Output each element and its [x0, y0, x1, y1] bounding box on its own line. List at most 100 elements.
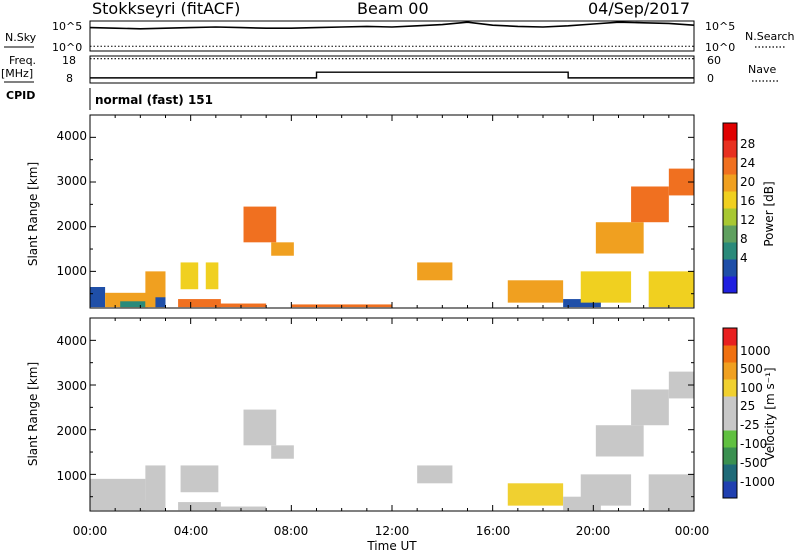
- xtick-0000: 00:00: [73, 524, 108, 538]
- power-patch: [648, 271, 694, 308]
- power-colorbar-swatch: [723, 157, 737, 175]
- power-colorbar-frame: [722, 122, 738, 294]
- power-ytick-1000: 1000: [56, 264, 87, 278]
- power-patch: [155, 297, 166, 308]
- velocity-panel: 4000 3000 2000 1000 Slant Range [km]: [26, 317, 695, 512]
- power-patch: [595, 222, 644, 254]
- vel-cbar-tick-neg500: -500: [740, 456, 767, 470]
- velocity-patch: [580, 474, 632, 506]
- nsky-series: [89, 21, 695, 30]
- velocity-ytick-1000: 1000: [56, 469, 87, 483]
- velocity-ylabel: Slant Range [km]: [26, 362, 40, 466]
- power-ytick-3000: 3000: [56, 174, 87, 188]
- freq-strip-frame: [89, 55, 695, 84]
- velocity-colorbar-swatches: [723, 328, 737, 499]
- velocity-ytick-4000: 4000: [56, 334, 87, 348]
- power-patch: [631, 186, 669, 223]
- power-patch: [563, 299, 601, 308]
- power-cbar-tick-16: 16: [740, 194, 755, 208]
- cpid-value: normal (fast) 151: [95, 93, 213, 107]
- sky-search-strip: N.Sky 10^5 10^0 10^5 10^0 N.Search: [4, 20, 795, 54]
- velocity-patch: [631, 389, 669, 426]
- power-ytick-2000: 2000: [56, 219, 87, 233]
- velocity-patch: [145, 465, 166, 511]
- velocity-colorbar: 1000 500 100 25 -25 -100 -500 -1000 Velo…: [722, 327, 777, 499]
- power-colorbar-swatch: [723, 242, 737, 260]
- velocity-patch: [271, 445, 294, 459]
- power-colorbar-swatch: [723, 259, 737, 277]
- freq-tick-bottom: 8: [66, 72, 73, 85]
- velocity-colorbar-swatch: [723, 447, 737, 465]
- beam-label: Beam 00: [357, 0, 429, 18]
- power-patch: [178, 299, 221, 308]
- power-colorbar-swatches: [723, 123, 737, 294]
- nsearch-tick-top: 10^5: [705, 20, 735, 33]
- velocity-colorbar-swatch: [723, 328, 737, 346]
- power-colorbar-swatch: [723, 191, 737, 209]
- power-colorbar-swatch: [723, 208, 737, 226]
- vel-cbar-tick-500: 500: [740, 362, 763, 376]
- power-ylabel: Slant Range [km]: [26, 162, 40, 266]
- velocity-patch: [178, 502, 221, 511]
- xtick-2000: 20:00: [576, 524, 611, 538]
- power-patch: [205, 262, 219, 290]
- xtick-0800: 08:00: [274, 524, 309, 538]
- power-patch: [580, 271, 632, 303]
- x-axis-label: Time UT: [366, 539, 417, 553]
- power-patch: [417, 262, 453, 281]
- nave-label: Nave: [748, 63, 776, 76]
- velocity-cbar-label: Velocity [m s⁻¹]: [763, 367, 777, 460]
- power-panel: 4000 3000 2000 1000 Slant Range [km]: [26, 114, 695, 309]
- cpid-label: CPID: [6, 89, 35, 102]
- xtick-0400: 04:00: [174, 524, 209, 538]
- power-cbar-tick-28: 28: [740, 137, 755, 151]
- power-patch: [271, 242, 294, 256]
- cpid-row: CPID normal (fast) 151: [6, 88, 213, 110]
- power-heatmap: [90, 168, 694, 308]
- nave-tick-top: 60: [707, 54, 721, 67]
- nave-tick-bottom: 0: [707, 72, 714, 85]
- xtick-1600: 16:00: [476, 524, 511, 538]
- vel-cbar-tick-100: 100: [740, 381, 763, 395]
- freq-unit: [MHz]: [1, 67, 33, 80]
- power-colorbar: 28 24 20 16 12 8 4 Power [dB]: [722, 122, 776, 294]
- sky-strip-frame: [89, 20, 695, 52]
- nsky-tick-bottom: 10^0: [52, 41, 82, 54]
- velocity-colorbar-swatch: [723, 430, 737, 448]
- velocity-colorbar-swatch: [723, 464, 737, 482]
- vel-cbar-tick-1000: 1000: [740, 344, 771, 358]
- freq-nave-strip: Freq. [MHz] 18 8 60 0 Nave: [1, 54, 778, 85]
- vel-cbar-tick-neg100: -100: [740, 437, 767, 451]
- power-patch: [243, 206, 277, 243]
- power-patch: [120, 301, 146, 308]
- velocity-colorbar-swatch: [723, 379, 737, 397]
- xtick-2400: 00:00: [675, 524, 710, 538]
- power-ytick-4000: 4000: [56, 129, 87, 143]
- vel-cbar-tick-neg1000: -1000: [740, 475, 775, 489]
- x-axis: 00:00 04:00 08:00 12:00 16:00 20:00 00:0…: [73, 524, 710, 553]
- nsearch-tick-bottom: 10^0: [705, 41, 735, 54]
- power-cbar-tick-20: 20: [740, 175, 755, 189]
- power-colorbar-swatch: [723, 123, 737, 141]
- nsky-tick-top: 10^5: [52, 20, 82, 33]
- nsearch-label: N.Search: [745, 30, 795, 43]
- velocity-colorbar-swatch: [723, 413, 737, 431]
- xtick-1200: 12:00: [375, 524, 410, 538]
- freq-series: [90, 71, 694, 79]
- freq-label: Freq.: [9, 54, 36, 67]
- velocity-patch: [648, 474, 694, 511]
- velocity-patch: [180, 465, 219, 493]
- power-colorbar-swatch: [723, 225, 737, 243]
- velocity-patch: [507, 483, 564, 506]
- velocity-patch: [417, 465, 453, 484]
- velocity-patch: [595, 425, 644, 457]
- power-cbar-tick-8: 8: [740, 232, 748, 246]
- velocity-colorbar-swatch: [723, 396, 737, 414]
- power-patch: [90, 287, 106, 308]
- velocity-colorbar-swatch: [723, 362, 737, 380]
- power-cbar-tick-24: 24: [740, 156, 755, 170]
- velocity-axis-ticks: [89, 317, 695, 511]
- velocity-colorbar-frame: [722, 327, 738, 499]
- power-patch: [180, 262, 199, 290]
